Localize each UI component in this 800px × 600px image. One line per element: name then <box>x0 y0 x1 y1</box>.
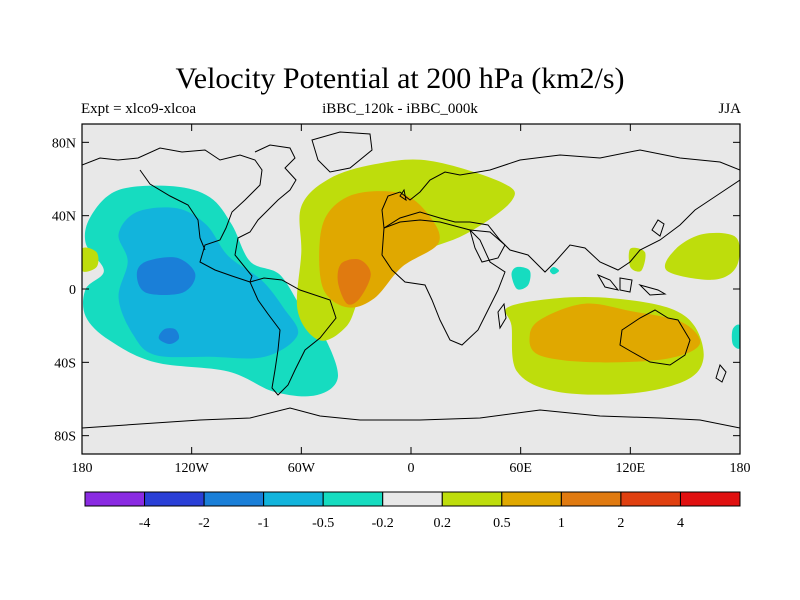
colorbar-box <box>322 491 384 507</box>
contour-region <box>529 303 701 363</box>
colorbar-label: 2 <box>617 516 624 531</box>
lat-tick-label: 40N <box>52 210 76 225</box>
colorbar-box <box>84 491 146 507</box>
lon-tick-label: 120E <box>616 461 646 476</box>
contour-region <box>731 324 740 349</box>
colorbar-box <box>501 491 562 507</box>
colorbar-box <box>560 491 622 507</box>
contour-region <box>158 328 180 344</box>
lon-tick-label: 120W <box>175 461 210 476</box>
season-label: JJA <box>718 101 741 117</box>
colorbar-label: -1 <box>258 516 270 531</box>
lat-tick-label: 0 <box>69 283 76 298</box>
coastlines <box>82 131 740 429</box>
colorbar-label: 0.2 <box>434 516 452 531</box>
map-title: Velocity Potential at 200 hPa (km2/s) <box>175 62 625 95</box>
lon-tick-label: 180 <box>72 461 93 476</box>
experiment-label: Expt = xlco9-xlcoa <box>81 101 197 117</box>
axis-ticks: 80N 40N 0 40S 80S 180 120W 60W 0 60E 120E 180 <box>52 124 751 476</box>
lon-tick-label: 60E <box>509 461 532 476</box>
contour-region <box>549 267 559 275</box>
colorbar-box <box>382 491 443 507</box>
lon-tick-label: 0 <box>408 461 415 476</box>
colorbar-label: 1 <box>558 516 565 531</box>
colorbar-label: -4 <box>139 516 151 531</box>
lon-tick-label: 180 <box>730 461 751 476</box>
colorbar-label: -0.5 <box>312 516 334 531</box>
colorbar-box <box>620 491 681 507</box>
colorbar-label: 4 <box>677 516 684 531</box>
colorbar-label: -2 <box>198 516 210 531</box>
contour-region <box>511 266 531 290</box>
contour-region <box>628 247 646 272</box>
colorbar-box <box>263 491 324 507</box>
contour-region <box>118 207 299 359</box>
colorbar-box <box>203 491 265 507</box>
lon-tick-label: 60W <box>288 461 316 476</box>
colorbar-label: 0.5 <box>493 516 511 531</box>
colorbar-box <box>441 491 503 507</box>
lat-tick-label: 40S <box>54 356 76 371</box>
difference-label: iBBC_120k - iBBC_000k <box>322 101 478 117</box>
contour-region <box>136 257 196 295</box>
colorbar-label: -0.2 <box>372 516 394 531</box>
contour-region <box>664 232 740 280</box>
contour-regions <box>82 159 740 397</box>
colorbar-box <box>679 491 741 507</box>
contour-region <box>82 247 99 272</box>
lat-tick-label: 80S <box>54 430 76 445</box>
lat-tick-label: 80N <box>52 136 76 151</box>
colorbar-box <box>144 491 205 507</box>
contour-region <box>337 258 371 305</box>
